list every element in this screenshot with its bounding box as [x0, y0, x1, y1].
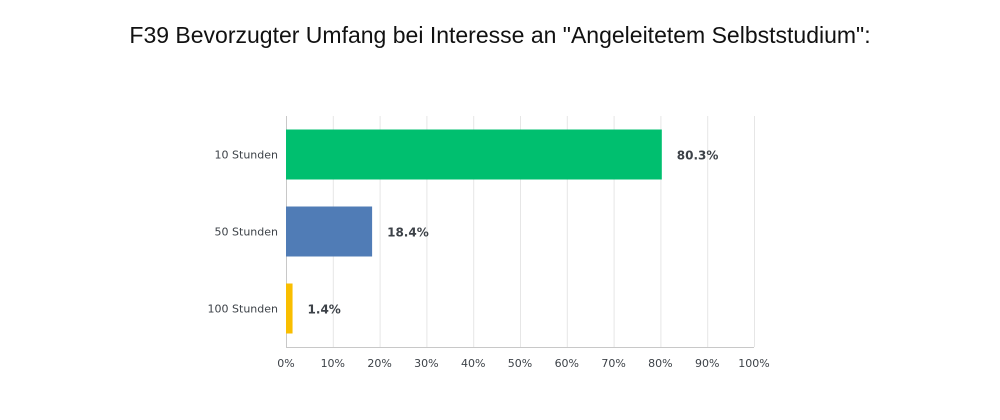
x-tick-label: 70% [601, 357, 625, 370]
chart-title: F39 Bevorzugter Umfang bei Interesse an … [129, 22, 871, 48]
x-tick-label: 60% [555, 357, 579, 370]
data-label: 1.4% [308, 303, 341, 317]
x-tick-label: 80% [648, 357, 672, 370]
x-tick-label: 50% [508, 357, 532, 370]
bar [286, 206, 373, 257]
x-tick-label: 0% [277, 357, 294, 370]
category-label: 10 Stunden [215, 149, 278, 162]
data-label: 80.3% [677, 149, 719, 163]
data-label: 18.4% [387, 226, 429, 240]
x-tick-label: 20% [367, 357, 391, 370]
category-label: 100 Stunden [208, 303, 278, 316]
bar [286, 283, 293, 334]
bar [286, 129, 662, 180]
category-label: 50 Stunden [215, 226, 278, 239]
x-tick-label: 10% [321, 357, 345, 370]
x-tick-label: 40% [461, 357, 485, 370]
x-tick-label: 90% [695, 357, 719, 370]
x-tick-label: 30% [414, 357, 438, 370]
x-tick-label: 100% [738, 357, 769, 370]
